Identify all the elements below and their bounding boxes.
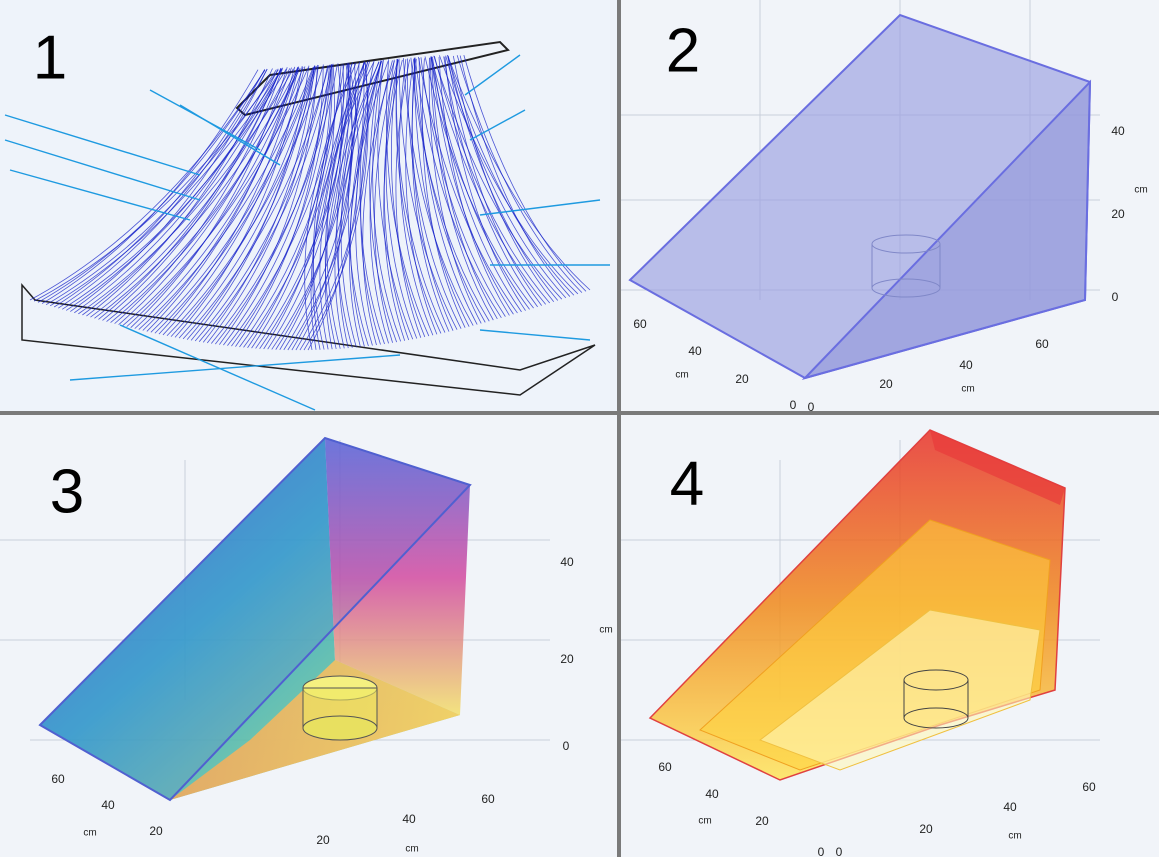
z-tick-label: 20 [560, 652, 574, 666]
panel-number: 4 [670, 449, 704, 518]
x-tick-label: 40 [959, 358, 973, 372]
x-tick-label: 0 [808, 400, 815, 414]
axis-unit: cm [961, 384, 974, 395]
x-tick-label: 60 [481, 792, 495, 806]
y-tick-label: 60 [658, 760, 672, 774]
z-tick-label: 0 [1112, 290, 1119, 304]
x-tick-label: 40 [1003, 800, 1017, 814]
y-tick-label: 0 [818, 845, 825, 857]
x-tick-label: 20 [879, 377, 893, 391]
x-tick-label: 20 [919, 822, 933, 836]
axis-unit: cm [405, 844, 418, 855]
axis-unit: cm [675, 370, 688, 381]
axis-unit: cm [1008, 831, 1021, 842]
z-tick-label: 40 [560, 555, 574, 569]
y-tick-label: 0 [790, 398, 797, 412]
y-tick-label: 40 [688, 344, 702, 358]
z-tick-label: 20 [1111, 207, 1125, 221]
y-tick-label: 60 [51, 772, 65, 786]
z-tick-label: 0 [563, 739, 570, 753]
x-tick-label: 40 [402, 812, 416, 826]
y-tick-label: 20 [149, 824, 163, 838]
x-tick-label: 60 [1035, 337, 1049, 351]
axis-unit: cm [698, 816, 711, 827]
x-tick-label: 60 [1082, 780, 1096, 794]
y-tick-label: 40 [101, 798, 115, 812]
y-tick-label: 40 [705, 787, 719, 801]
axis-unit: cm [1134, 185, 1147, 196]
panel-number: 1 [33, 23, 67, 92]
panel-number: 3 [50, 457, 84, 526]
y-tick-label: 60 [633, 317, 647, 331]
axis-unit: cm [599, 625, 612, 636]
y-tick-label: 20 [755, 814, 769, 828]
figure: 124020060402000204060cmcmcm3402006040202… [0, 0, 1159, 857]
y-tick-label: 20 [735, 372, 749, 386]
panel-number: 2 [666, 16, 700, 85]
x-tick-label: 20 [316, 833, 330, 847]
z-tick-label: 40 [1111, 124, 1125, 138]
x-tick-label: 0 [836, 845, 843, 857]
axis-unit: cm [83, 828, 96, 839]
